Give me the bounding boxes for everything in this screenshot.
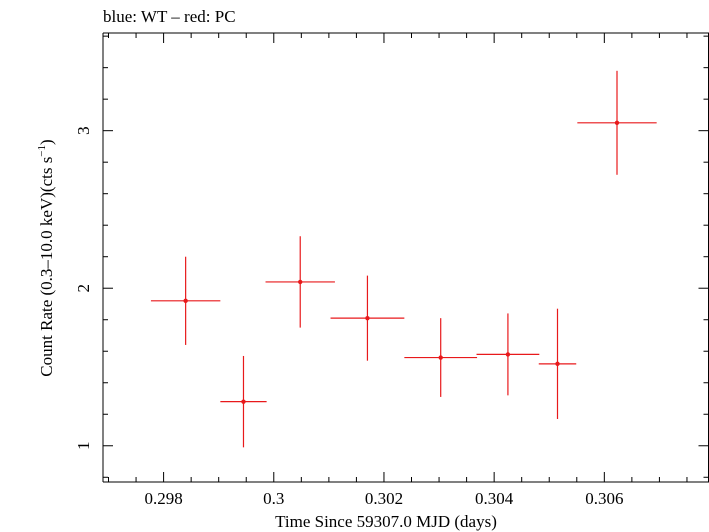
data-point [330,275,405,361]
data-point [577,70,657,175]
data-points [150,70,657,448]
data-point [538,308,577,419]
x-tick-label: 0.3 [263,489,284,508]
data-point [265,236,335,328]
x-axis-ticks [108,33,688,482]
x-axis-tick-labels: 0.298 0.3 0.302 0.304 0.306 [144,489,623,508]
data-marker [365,315,370,321]
data-marker [438,355,443,360]
y-axis-ticks [103,35,709,478]
data-point [476,313,540,396]
y-axis-label: Count Rate (0.3–10.0 keV)(cts s−1) [36,139,56,376]
data-point [404,318,478,397]
x-axis-label: Time Since 59307.0 MJD (days) [275,512,497,531]
y-axis-label-main: Count Rate (0.3–10.0 keV)(cts s [37,157,56,377]
chart-title: blue: WT – red: PC [103,7,236,26]
x-tick-label: 0.306 [585,489,623,508]
data-marker [241,399,246,404]
x-tick-label: 0.302 [365,489,403,508]
x-tick-label: 0.304 [475,489,514,508]
data-point [150,256,221,345]
y-axis-label-close: ) [37,139,56,145]
data-marker [505,352,511,357]
y-axis-tick-labels: 1 2 3 [74,126,93,450]
y-axis-label-exponent: −1 [36,145,48,157]
x-tick-label: 0.298 [144,489,182,508]
y-tick-label: 2 [74,284,93,293]
data-marker [555,361,560,367]
data-marker [298,279,303,285]
data-marker [614,120,620,126]
data-marker [183,298,188,304]
data-point [220,355,267,448]
y-tick-label: 3 [74,126,93,135]
y-tick-label: 1 [74,442,93,451]
